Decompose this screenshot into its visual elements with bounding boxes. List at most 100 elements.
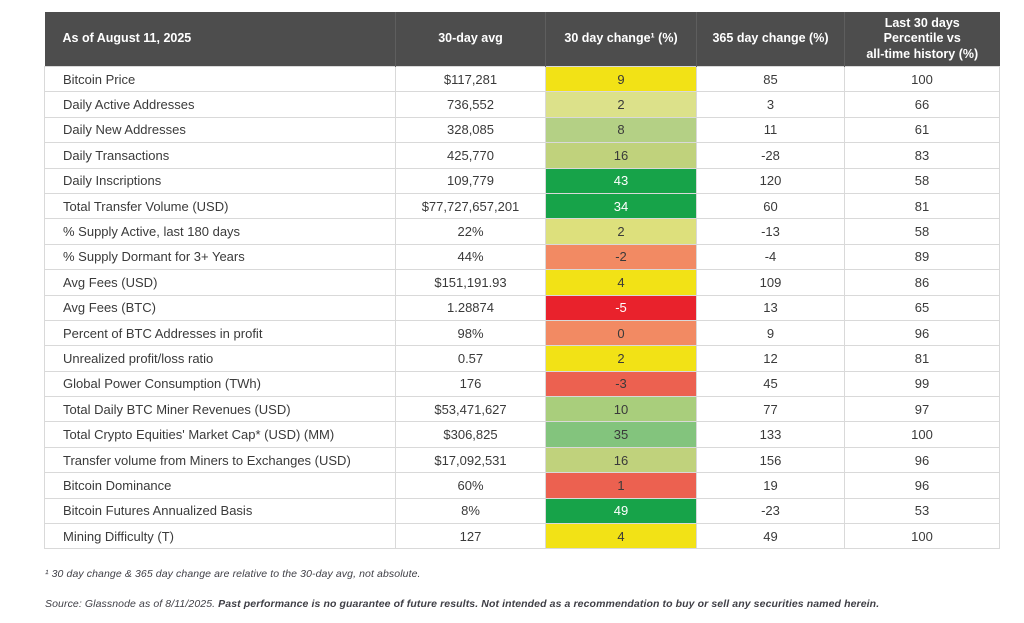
metrics-table-container: As of August 11, 2025 30-day avg 30 day … [44,12,1000,550]
change-30d-cell: 4 [545,269,697,296]
percentile-value: 96 [844,472,1000,499]
metric-label: % Supply Dormant for 3+ Years [44,243,396,271]
percentile-value: 100 [844,523,1000,550]
change-30d-cell: 43 [545,167,697,194]
percentile-value: 96 [844,446,1000,474]
metric-label: Percent of BTC Addresses in profit [44,319,396,347]
change-30d-cell: 8 [545,116,697,144]
change-365d-value: 133 [696,421,845,448]
change-30d-cell: 2 [545,345,697,372]
footnote-change-definition: ¹ 30 day change & 365 day change are rel… [45,568,421,580]
percentile-value: 89 [844,243,1000,271]
avg-value: $77,727,657,201 [395,192,546,220]
column-header-30day-avg: 30-day avg [395,12,546,67]
change-365d-value: 9 [696,319,845,347]
change-365d-value: -28 [696,142,845,169]
table-row: Avg Fees (BTC) 1.28874 -5 13 65 [44,294,1000,321]
change-365d-value: 109 [696,269,845,296]
metric-label: Avg Fees (BTC) [44,294,396,321]
percentile-value: 97 [844,396,1000,423]
header-row: As of August 11, 2025 30-day avg 30 day … [44,12,1000,67]
change-365d-value: 45 [696,370,845,398]
change-365d-value: 3 [696,91,845,118]
table-row: Global Power Consumption (TWh) 176 -3 45… [44,370,1000,398]
table-row: Daily Inscriptions 109,779 43 120 58 [44,167,1000,194]
percentile-value: 100 [844,421,1000,448]
metric-label: Total Transfer Volume (USD) [44,192,396,220]
change-30d-cell: -3 [545,370,697,398]
change-365d-value: 85 [696,65,845,93]
percentile-value: 65 [844,294,1000,321]
percentile-value: 96 [844,319,1000,347]
change-365d-value: 49 [696,523,845,550]
change-365d-value: 13 [696,294,845,321]
column-header-30day-change: 30 day change¹ (%) [545,12,697,67]
percentile-value: 99 [844,370,1000,398]
column-header-365day-change: 365 day change (%) [696,12,845,67]
percentile-value: 58 [844,167,1000,194]
table-row: Daily Active Addresses 736,552 2 3 66 [44,91,1000,118]
avg-value: 22% [395,218,546,245]
metric-label: Bitcoin Price [44,65,396,93]
avg-value: 1.28874 [395,294,546,321]
change-365d-value: -4 [696,243,845,271]
avg-value: 8% [395,497,546,525]
percentile-value: 58 [844,218,1000,245]
percentile-value: 53 [844,497,1000,525]
change-365d-value: 60 [696,192,845,220]
metric-label: Daily Transactions [44,142,396,169]
table-row: Daily New Addresses 328,085 8 11 61 [44,116,1000,144]
metric-label: Global Power Consumption (TWh) [44,370,396,398]
avg-value: 44% [395,243,546,271]
metric-label: Avg Fees (USD) [44,269,396,296]
metrics-table: As of August 11, 2025 30-day avg 30 day … [44,12,1000,550]
change-30d-cell: 0 [545,319,697,347]
table-header: As of August 11, 2025 30-day avg 30 day … [44,12,1000,67]
change-30d-cell: 1 [545,472,697,499]
metric-label: Bitcoin Futures Annualized Basis [44,497,396,525]
change-30d-cell: 2 [545,218,697,245]
change-30d-cell: 16 [545,142,697,169]
table-row: Bitcoin Futures Annualized Basis 8% 49 -… [44,497,1000,525]
percentile-value: 61 [844,116,1000,144]
avg-value: 0.57 [395,345,546,372]
metric-label: Daily New Addresses [44,116,396,144]
change-365d-value: 11 [696,116,845,144]
avg-value: $306,825 [395,421,546,448]
avg-value: $17,092,531 [395,446,546,474]
metric-label: Total Daily BTC Miner Revenues (USD) [44,396,396,423]
percentile-value: 81 [844,192,1000,220]
avg-value: 98% [395,319,546,347]
percentile-value: 83 [844,142,1000,169]
table-row: Bitcoin Price $117,281 9 85 100 [44,65,1000,93]
change-365d-value: 156 [696,446,845,474]
change-30d-cell: 10 [545,396,697,423]
change-365d-value: 12 [696,345,845,372]
percentile-value: 100 [844,65,1000,93]
table-row: Total Transfer Volume (USD) $77,727,657,… [44,192,1000,220]
avg-value: 109,779 [395,167,546,194]
change-365d-value: 19 [696,472,845,499]
change-365d-value: 120 [696,167,845,194]
metric-label: Mining Difficulty (T) [44,523,396,550]
change-30d-cell: 9 [545,65,697,93]
column-header-percentile: Last 30 days Percentile vs all-time hist… [844,12,1000,67]
change-30d-cell: 35 [545,421,697,448]
metric-label: Daily Active Addresses [44,91,396,118]
avg-value: $53,471,627 [395,396,546,423]
table-row: Total Daily BTC Miner Revenues (USD) $53… [44,396,1000,423]
avg-value: 127 [395,523,546,550]
metric-label: Total Crypto Equities' Market Cap* (USD)… [44,421,396,448]
metric-label: Transfer volume from Miners to Exchanges… [44,446,396,474]
metric-label: Daily Inscriptions [44,167,396,194]
table-row: Total Crypto Equities' Market Cap* (USD)… [44,421,1000,448]
source-note-disclaimer: Past performance is no guarantee of futu… [218,598,880,610]
table-row: Transfer volume from Miners to Exchanges… [44,446,1000,474]
table-row: Bitcoin Dominance 60% 1 19 96 [44,472,1000,499]
metric-label: Unrealized profit/loss ratio [44,345,396,372]
change-30d-cell: 2 [545,91,697,118]
change-30d-cell: -2 [545,243,697,271]
change-30d-cell: 49 [545,497,697,525]
table-row: % Supply Dormant for 3+ Years 44% -2 -4 … [44,243,1000,271]
table-row: % Supply Active, last 180 days 22% 2 -13… [44,218,1000,245]
